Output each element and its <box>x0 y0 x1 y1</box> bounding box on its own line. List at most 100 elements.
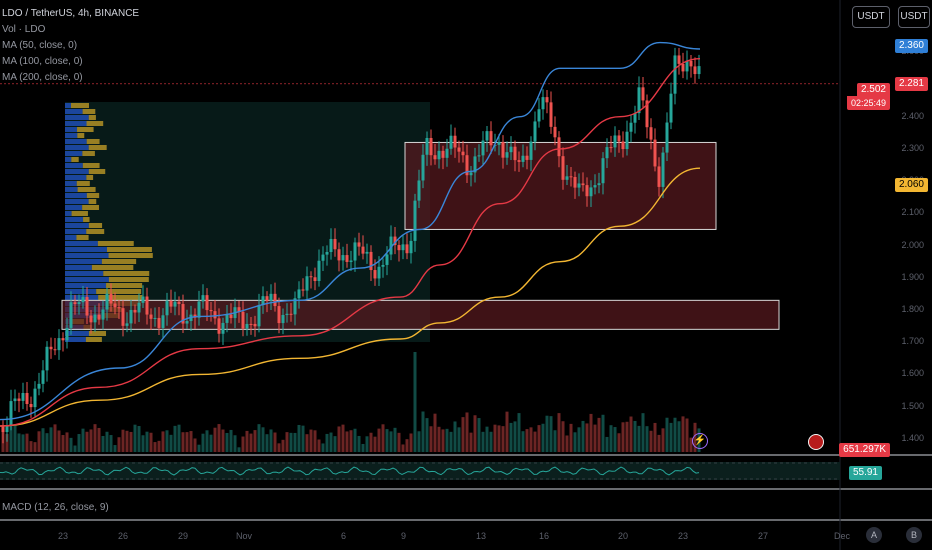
volume-bar <box>413 352 417 452</box>
volume-bar <box>189 431 193 452</box>
candle-body <box>305 276 309 291</box>
flag-event-icon[interactable] <box>808 434 824 450</box>
volume-bar <box>337 426 341 452</box>
volume-bar <box>529 427 533 452</box>
volume-bar <box>453 421 457 452</box>
volume-bar <box>645 426 649 452</box>
volume-bar <box>77 434 81 452</box>
indicator-ma200[interactable]: MA (200, close, 0) <box>2 72 83 83</box>
volume-bar <box>585 423 589 452</box>
profile-bar-gold <box>86 175 94 180</box>
candle-body <box>525 155 529 160</box>
currency-button-1[interactable]: USDT <box>852 6 890 28</box>
candle-body <box>369 251 373 271</box>
volume-bar <box>181 432 185 452</box>
profile-bar-blue <box>65 127 78 132</box>
candle-body <box>293 298 297 315</box>
candle-body <box>313 277 317 282</box>
volume-bar <box>33 442 37 452</box>
volume-bar <box>13 425 17 452</box>
candle-body <box>17 398 21 401</box>
y-tick-label: 1.900 <box>901 271 924 282</box>
indicator-ma100[interactable]: MA (100, close, 0) <box>2 56 83 67</box>
candle-body <box>585 185 589 197</box>
candle-body <box>557 137 561 157</box>
volume-bar <box>653 422 657 452</box>
profile-bar-blue <box>65 181 77 186</box>
volume-bar <box>41 428 45 452</box>
volume-bar <box>429 426 433 452</box>
candle-body <box>389 236 393 255</box>
volume-bar <box>409 433 413 452</box>
b-button[interactable]: B <box>906 527 922 543</box>
volume-bar <box>393 427 397 452</box>
volume-bar <box>141 435 145 452</box>
candle-body <box>237 307 241 312</box>
profile-bar-gold <box>77 127 94 132</box>
indicator-volume[interactable]: Vol · LDO <box>2 24 46 35</box>
currency-button-2[interactable]: USDT <box>898 6 930 28</box>
volume-bar <box>265 434 269 452</box>
profile-bar-blue <box>65 217 84 222</box>
candle-body <box>89 315 93 323</box>
profile-bar-gold <box>88 331 107 336</box>
x-tick-label: 16 <box>539 531 550 541</box>
volume-bar <box>193 438 197 452</box>
candle-body <box>553 126 557 138</box>
volume-bar <box>581 420 585 452</box>
volume-bar <box>489 431 493 452</box>
candle-body <box>49 346 53 350</box>
volume-bar <box>49 427 53 452</box>
candle-body <box>249 323 253 325</box>
y-tick-label: 2.300 <box>901 142 924 153</box>
volume-bar <box>153 442 157 452</box>
candle-body <box>373 270 377 279</box>
candle-body <box>505 152 509 158</box>
y-tick-label: 2.100 <box>901 207 924 218</box>
candle-body <box>569 176 573 178</box>
profile-bar-gold <box>101 259 137 264</box>
profile-bar-gold <box>88 199 97 204</box>
volume-bar <box>473 415 477 452</box>
candle-body <box>537 109 541 122</box>
volume-bar <box>609 425 613 452</box>
volume-bar <box>121 429 125 452</box>
profile-bar-blue <box>65 259 102 264</box>
volume-bar <box>241 436 245 452</box>
candle-body <box>533 121 537 142</box>
volume-bar <box>273 432 277 452</box>
candle-body <box>37 383 41 389</box>
candle-body <box>677 55 681 64</box>
ma50-price-tag: 2.360 <box>894 39 928 53</box>
volume-bar <box>249 433 253 452</box>
profile-bar-blue <box>65 187 78 192</box>
volume-bar <box>641 413 645 452</box>
volume-bar <box>297 424 301 452</box>
candle-body <box>645 100 649 128</box>
rsi-pane <box>0 462 840 480</box>
candle-body <box>133 309 137 313</box>
candle-body <box>609 147 613 149</box>
volume-bar <box>161 431 165 452</box>
lightning-icon[interactable]: ⚡ <box>692 433 708 449</box>
candle-body <box>357 242 361 247</box>
auto-scale-button[interactable]: A <box>866 527 882 543</box>
volume-bar <box>389 431 393 452</box>
volume-bar <box>57 430 61 452</box>
candle-body <box>137 302 141 313</box>
volume-bar <box>377 428 381 452</box>
candle-body <box>81 297 85 303</box>
candle-body <box>125 323 129 326</box>
volume-bar <box>101 435 105 452</box>
candle-body <box>33 388 37 408</box>
volume-bar <box>5 434 9 452</box>
volume-bar <box>89 429 93 452</box>
indicator-ma50[interactable]: MA (50, close, 0) <box>2 40 78 51</box>
macd-label[interactable]: MACD (12, 26, close, 9) <box>2 502 109 513</box>
profile-bar-blue <box>65 133 78 138</box>
candle-body <box>665 122 669 153</box>
candle-body <box>489 131 493 146</box>
volume-bar <box>221 429 225 452</box>
